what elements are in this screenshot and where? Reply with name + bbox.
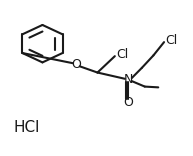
Text: N: N	[124, 73, 133, 86]
Text: O: O	[71, 58, 81, 71]
Text: HCl: HCl	[14, 120, 40, 135]
Text: Cl: Cl	[116, 48, 128, 61]
Text: Cl: Cl	[165, 34, 177, 47]
Text: O: O	[123, 96, 133, 109]
